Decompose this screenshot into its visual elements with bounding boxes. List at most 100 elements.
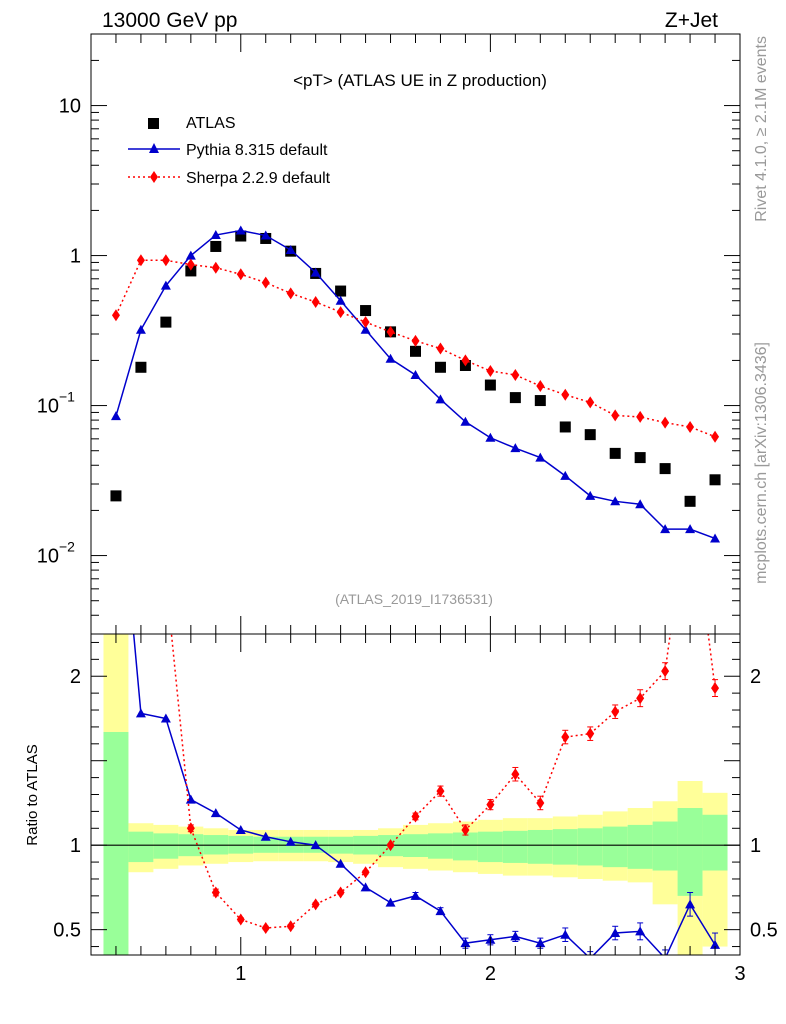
y-tick-exponent: −1 [59,389,75,405]
ratio-point-sherpa [162,572,170,584]
point-pythia [360,324,371,334]
ratio-point-sherpa [311,898,320,911]
point-sherpa [336,306,345,319]
point-atlas [360,305,372,317]
point-pythia [485,432,496,442]
y-tick-label: 10 [37,546,59,568]
ratio-point-sherpa [361,866,370,879]
legend-label-sherpa: Sherpa 2.2.9 default [186,170,331,187]
point-sherpa [286,287,295,300]
legend-label-pythia: Pythia 8.315 default [186,142,328,159]
ratio-point-sherpa [186,822,195,835]
point-pythia [385,353,396,363]
ratio-point-pythia [610,928,621,938]
point-atlas [335,285,347,297]
x-tick-label: 3 [734,963,745,985]
ratio-point-pythia [160,713,171,723]
point-pythia [685,524,696,534]
point-atlas [410,345,421,357]
point-sherpa [311,296,320,309]
main-panel: <pT> (ATLAS UE in Z production) (ATLAS_2… [37,33,741,635]
ratio-point-pythia [360,882,371,892]
point-pythia [535,452,546,462]
point-sherpa [111,309,120,322]
ratio-point-pythia [285,836,296,846]
legend-marker-atlas [148,118,159,129]
ratio-point-sherpa [661,665,670,678]
ratio-point-pythia [560,929,571,939]
point-pythia [135,324,146,334]
ratio-point-pythia [260,831,271,841]
y-tick-label: 10 [37,396,59,418]
point-atlas [160,316,172,328]
ratio-y-axis: 0.5 0.5 1 1 2 2 [53,641,778,948]
band-inner [677,808,703,896]
ratio-point-sherpa [586,727,595,740]
legend: ATLAS Pythia 8.315 default Sherpa 2.2.9 … [128,115,331,187]
point-atlas [484,379,496,391]
ratio-point-sherpa [511,768,520,781]
x-axis: 1 2 3 [115,34,746,985]
series-1 [110,225,721,543]
point-sherpa [411,334,420,347]
ratio-y-tick-label-right: 2 [750,666,761,688]
ratio-point-pythia [510,931,521,941]
point-sherpa [236,268,245,281]
ratio-point-sherpa [461,823,470,836]
ratio-point-sherpa [561,731,570,744]
point-pythia [210,230,221,240]
point-atlas [135,361,147,373]
header-right: Z+Jet [665,9,718,32]
side-mcplots: mcplots.cern.ch [arXiv:1306.3436] [753,342,770,584]
y-tick-exponent: −2 [59,539,75,555]
point-pythia [510,443,521,453]
point-sherpa [436,342,445,355]
ratio-point-pythia [335,858,346,868]
ratio-series [132,130,721,955]
point-sherpa [161,254,170,267]
point-atlas [584,429,596,441]
ratio-point-pythia [385,897,396,907]
ratio-point-sherpa [536,796,545,809]
point-pythia [610,496,621,506]
ratio-y-tick-label-right: 0.5 [750,920,778,942]
ratio-point-pythia [460,938,471,948]
point-sherpa [386,325,395,338]
ratio-point-pythia [710,939,721,949]
point-sherpa [586,396,595,409]
y-tick-label: 10 [59,96,81,118]
header-left: 13000 GeV pp [102,9,237,32]
x-tick-label: 1 [235,963,246,985]
ratio-point-sherpa [611,705,620,718]
legend-item-atlas: ATLAS [148,115,236,132]
point-sherpa [686,420,695,433]
point-sherpa [211,261,220,274]
ratio-point-sherpa [286,920,295,933]
ratio-series-2 [137,130,720,934]
point-sherpa [661,416,670,429]
ratio-y-tick-label: 1 [70,835,81,857]
point-pythia [635,499,646,509]
uncertainty-bands [103,634,728,955]
point-pythia [710,533,721,543]
legend-marker-pythia [149,143,159,153]
ratio-plot-area [91,130,740,955]
point-atlas [709,474,721,486]
ratio-point-sherpa [711,682,720,695]
band-inner [627,824,653,869]
point-pythia [585,490,596,500]
ratio-y-tick-label: 0.5 [53,920,81,942]
band-inner [452,832,478,861]
legend-label-atlas: ATLAS [186,115,236,132]
ratio-point-pythia [410,890,421,900]
analysis-id: (ATLAS_2019_I1736531) [335,591,493,607]
point-atlas [185,265,197,277]
ratio-point-pythia [635,926,646,936]
ratio-point-sherpa [137,130,145,142]
point-atlas [235,230,247,242]
point-pythia [435,394,446,404]
legend-item-sherpa: Sherpa 2.2.9 default [128,170,331,187]
point-sherpa [511,368,520,381]
series-2 [111,254,720,443]
